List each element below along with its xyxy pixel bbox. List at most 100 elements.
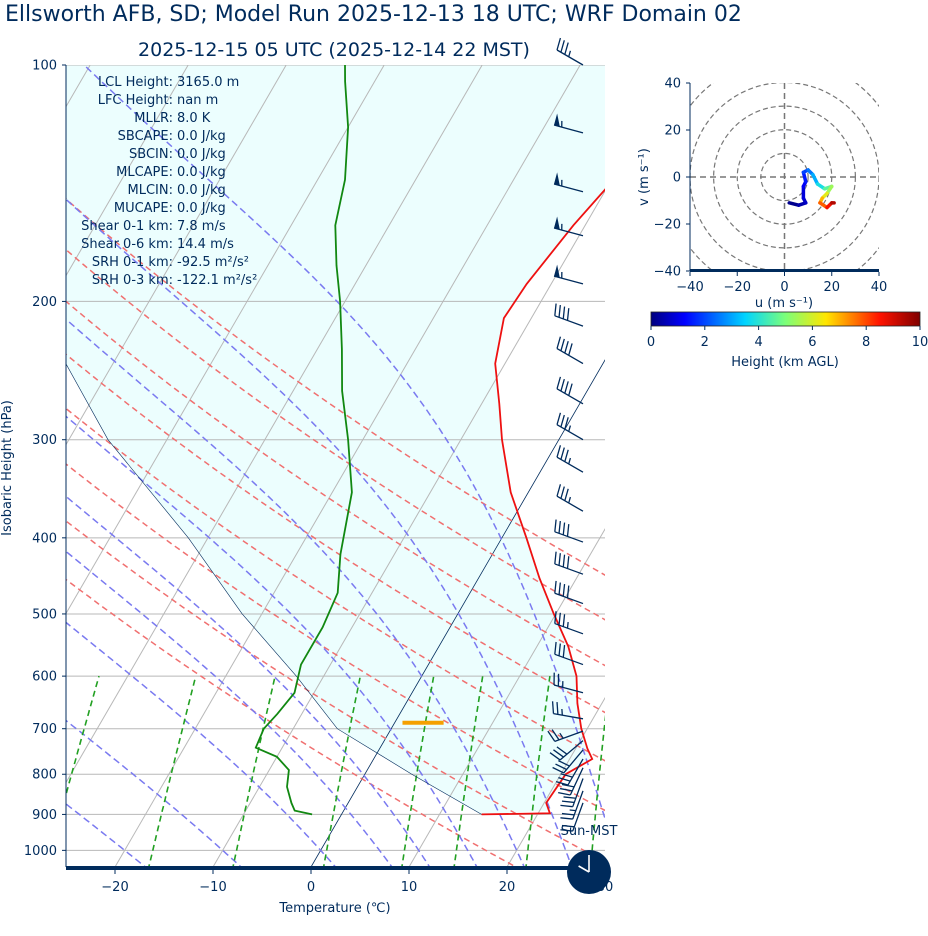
wind-barb-feather (562, 645, 566, 658)
temperature-tick-labels: −20 −10 0 10 20 30 (101, 870, 613, 895)
index-label: SRH 0-1 km: (92, 255, 173, 270)
index-row: LCL Height: 3165.0 m (98, 75, 239, 90)
wind-barb-feather (564, 381, 569, 394)
wind-barb-feather (556, 746, 568, 755)
index-value: -122.1 m²/s² (177, 273, 257, 288)
wind-barb (556, 445, 584, 473)
wind-barb-feather (560, 829, 573, 832)
clock-hour-hand (578, 865, 590, 873)
wind-barb-shaft (554, 653, 584, 666)
wind-barb-feather (566, 308, 570, 321)
wind-barb-feather (562, 554, 566, 568)
mixing-ratio-line (453, 675, 484, 867)
moist-adiabat-line (66, 495, 431, 867)
wind-barb-feather (556, 445, 562, 458)
pressure-tick-labels: 100 200 300 400 500 600 700 800 900 1000 (24, 59, 66, 859)
wind-barb-feather (562, 522, 566, 535)
wind-barb-half-feather (569, 809, 576, 812)
index-label: MLCAPE: (116, 165, 173, 180)
wind-barb-shaft (554, 315, 584, 327)
wind-barb-flag (554, 216, 560, 230)
wind-barb-feather (558, 582, 561, 595)
wind-barb-feather (559, 787, 573, 792)
wind-barb-feather (558, 304, 561, 318)
wind-barb-feather (554, 580, 557, 594)
wind-barb-feather (564, 449, 569, 462)
index-value: 0.0 J/kg (177, 147, 226, 162)
index-label: MLCIN: (128, 183, 173, 198)
mixing-ratio-line (589, 714, 605, 867)
wind-barb-shaft (556, 456, 584, 473)
mixing-ratio-line (322, 675, 362, 867)
isotherm-line (703, 65, 928, 867)
index-label: SRH 0-3 km: (92, 273, 173, 288)
mixing-ratio-line (232, 675, 276, 867)
wind-barb-feather (566, 585, 570, 598)
wind-barb-shaft (556, 424, 584, 441)
wind-barb (560, 778, 584, 808)
wind-barb (549, 740, 584, 761)
wind-barb (547, 729, 584, 743)
colorbar-ticks: 0 2 4 6 8 10 (647, 326, 928, 350)
x-tick-label: 0 (307, 880, 315, 895)
wind-barb-shaft (554, 592, 584, 605)
wind-barb-feather (560, 414, 565, 428)
wind-barb-feather (553, 749, 564, 758)
wind-barb (554, 580, 584, 605)
local-time-clock: Sun-MST (561, 824, 617, 894)
y-tick-label: 200 (32, 295, 57, 310)
wind-barb (553, 672, 584, 694)
wind-barb-feather (560, 773, 573, 778)
x-tick-label: −10 (199, 880, 226, 895)
wind-barb-shaft (553, 712, 584, 720)
isotherm-line (66, 65, 385, 615)
y-tick-label: 100 (32, 59, 57, 74)
hodograph-y-label: v (m s⁻¹) (637, 148, 652, 206)
moist-adiabat-line (83, 65, 605, 822)
hodograph-trace (787, 168, 836, 210)
wind-barb-shaft (556, 495, 584, 512)
figure-title: Ellsworth AFB, SD; Model Run 2025-12-13 … (5, 2, 742, 27)
wind-barb-feather (556, 702, 559, 715)
wind-barb-half-feather (566, 621, 569, 629)
wind-barb-shaft (572, 790, 584, 820)
y-tick-label: 700 (32, 722, 57, 737)
moist-adiabat-line (66, 621, 337, 867)
y-axis-label: Isobaric Height (hPa) (0, 400, 15, 536)
temperature-profile-line (481, 188, 605, 816)
wind-barb (551, 701, 584, 720)
wind-barb-shaft (554, 730, 584, 743)
wind-barb-shaft (569, 767, 584, 796)
wind-barb (553, 216, 584, 237)
wind-barb-feather (563, 796, 576, 799)
wind-barb (556, 484, 584, 512)
hodograph-x-tick-label: 0 (780, 280, 788, 295)
wind-barb-feather (560, 817, 573, 820)
wind-barb-shaft (563, 749, 584, 774)
index-row: SBCAPE: 0.0 J/kg (118, 129, 226, 144)
index-row: Shear 0-1 km: 7.8 m/s (81, 219, 226, 234)
moist-adiabat-line (66, 803, 147, 867)
dry-adiabat-lines (66, 197, 605, 867)
wind-barb-feather (549, 752, 561, 761)
wind-barb-feather (562, 614, 566, 627)
mixing-ratio-lines (66, 675, 605, 867)
isotherm-line (66, 65, 189, 277)
index-label: SBCAPE: (118, 129, 173, 144)
wind-barb-feather (562, 584, 566, 597)
wind-barb-shaft (554, 622, 584, 635)
wind-barb-feather (560, 447, 565, 460)
wind-barb (555, 758, 584, 786)
index-value: 0.0 J/kg (177, 183, 226, 198)
index-value: 0.0 J/kg (177, 129, 226, 144)
wind-barb-feather (554, 611, 557, 624)
wind-barb-feather (568, 383, 573, 396)
wind-barb-feather (561, 800, 575, 804)
colorbar-tick-label: 2 (701, 335, 709, 350)
hodograph-bottom-spine (690, 269, 879, 272)
wind-barb-feather (561, 783, 575, 788)
isotherm-line (310, 359, 605, 867)
index-value: 0.0 J/kg (177, 201, 226, 216)
isotherm-line (604, 866, 605, 867)
